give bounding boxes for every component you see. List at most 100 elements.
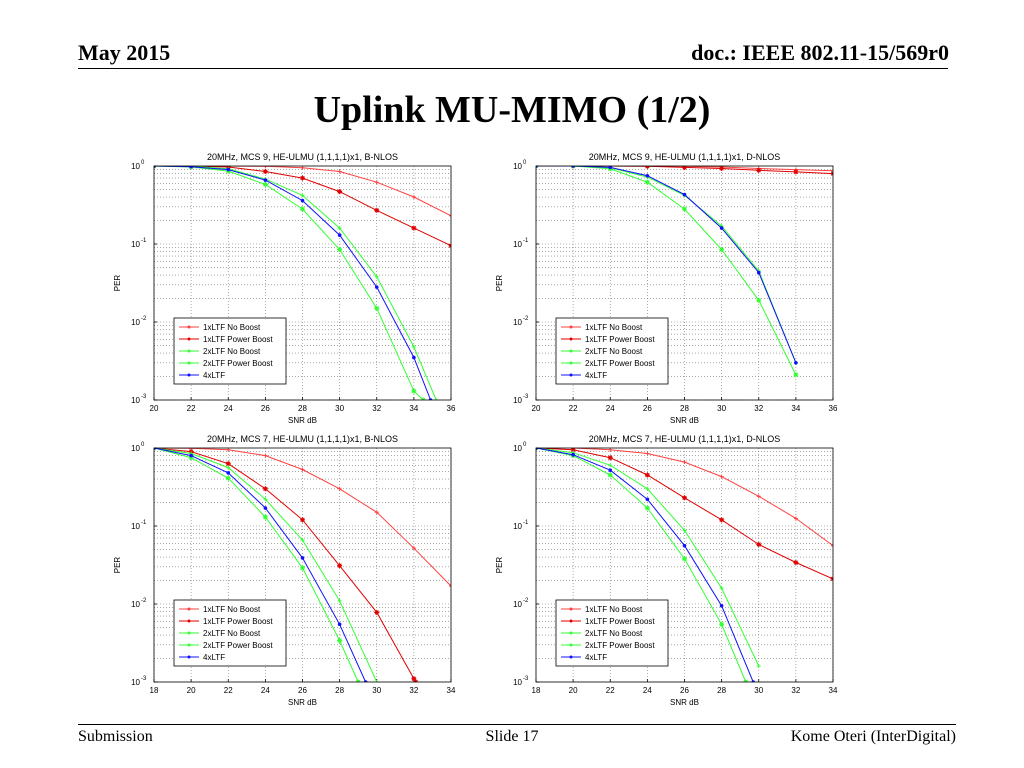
data-point [607, 472, 613, 478]
legend: 1xLTF No Boost 1xLTF Power Boost 2xLTF No … [555, 317, 669, 385]
x-tick-label: 20 [569, 686, 578, 695]
data-point [225, 461, 231, 467]
data-point [644, 505, 650, 511]
legend-marker [187, 655, 191, 659]
legend-marker [187, 643, 191, 647]
data-point [719, 226, 724, 230]
data-point [300, 166, 305, 170]
axes-frame [535, 447, 834, 683]
y-tick-exponent: 0 [523, 442, 527, 448]
y-tick-label: 10 [131, 240, 140, 249]
footer-submission: Submission [78, 728, 153, 745]
data-point [682, 543, 687, 548]
header-doc-number: doc.: IEEE 802.11-15/569r0 [691, 40, 949, 65]
y-tick-label: 10 [513, 318, 522, 327]
data-point [719, 621, 725, 627]
x-tick-label: 22 [187, 404, 196, 413]
legend-marker [187, 361, 191, 365]
y-tick-exponent: -1 [141, 238, 147, 244]
data-point [449, 584, 451, 589]
x-tick-label: 24 [606, 404, 615, 413]
data-point [300, 206, 305, 212]
legend-label: 1xLTF Power Boost [203, 335, 273, 344]
legend: 1xLTF No Boost 1xLTF Power Boost 2xLTF No … [555, 599, 669, 667]
x-tick-label: 18 [150, 686, 159, 695]
y-axis-label: PER [113, 275, 122, 292]
data-point [682, 206, 687, 212]
data-point [411, 388, 417, 394]
chart-mcs7-bnlos: 20MHz, MCS 7, HE-ULMU (1,1,1,1)x1, B-NLO… [113, 434, 456, 707]
data-point [300, 565, 305, 571]
x-tick-label: 34 [447, 686, 456, 695]
data-point [645, 497, 650, 502]
data-point [434, 398, 439, 400]
y-tick-exponent: -3 [141, 676, 147, 682]
y-tick-exponent: -2 [141, 316, 147, 322]
data-point [536, 166, 538, 168]
x-tick-label: 26 [680, 686, 689, 695]
data-point [374, 274, 379, 279]
legend-label: 1xLTF Power Boost [585, 617, 655, 626]
legend-marker [187, 325, 191, 329]
data-point [337, 638, 343, 644]
legend-label: 1xLTF No Boost [585, 605, 643, 614]
x-tick-label: 34 [791, 404, 800, 413]
footer-author: Kome Oteri (InterDigital) [790, 728, 956, 745]
footer-slide-number: Slide 17 [485, 728, 539, 745]
legend-marker [187, 349, 191, 353]
x-tick-label: 20 [187, 686, 196, 695]
y-tick-exponent: -2 [141, 598, 147, 604]
legend-marker [569, 337, 573, 341]
legend-label: 1xLTF Power Boost [203, 617, 273, 626]
y-axis-label: PER [113, 557, 122, 574]
chart-mcs7-dnlos: 20MHz, MCS 7, HE-ULMU (1,1,1,1)x1, D-NLO… [495, 434, 838, 707]
data-point [374, 180, 379, 185]
legend: 1xLTF No Boost 1xLTF Power Boost 2xLTF No … [173, 599, 287, 667]
data-point [300, 175, 305, 181]
data-point [719, 247, 725, 253]
data-point [644, 179, 650, 185]
data-point [751, 680, 755, 682]
x-axis-label: SNR dB [288, 698, 317, 707]
legend-label: 4xLTF [203, 653, 225, 662]
y-tick-label: 10 [131, 444, 140, 453]
x-tick-label: 22 [224, 686, 233, 695]
y-tick-label: 10 [513, 678, 522, 687]
data-point [363, 680, 368, 682]
legend-marker [187, 337, 191, 341]
data-point [300, 556, 305, 560]
data-point [226, 167, 231, 172]
data-point [337, 622, 342, 627]
y-tick-exponent: -1 [141, 520, 147, 526]
data-point [719, 517, 725, 523]
legend-label: 2xLTF Power Boost [203, 359, 273, 368]
data-point [154, 166, 156, 168]
data-point [337, 598, 342, 603]
y-tick-exponent: 0 [523, 160, 527, 166]
legend-label: 1xLTF Power Boost [585, 335, 655, 344]
chart-mcs9-dnlos: 20MHz, MCS 9, HE-ULMU (1,1,1,1)x1, D-NLO… [495, 152, 838, 425]
data-point [571, 166, 575, 168]
legend-label: 2xLTF Power Boost [585, 641, 655, 650]
x-tick-label: 20 [150, 404, 159, 413]
chart-mcs9-bnlos: 20MHz, MCS 9, HE-ULMU (1,1,1,1)x1, B-NLO… [113, 152, 456, 425]
legend-label: 4xLTF [585, 653, 607, 662]
x-tick-label: 24 [643, 686, 652, 695]
legend-label: 4xLTF [203, 371, 225, 380]
data-point [337, 247, 343, 253]
x-axis-label: SNR dB [670, 416, 699, 425]
legend-label: 2xLTF No Boost [203, 347, 261, 356]
data-point [374, 207, 380, 213]
y-tick-label: 10 [513, 162, 522, 171]
chart-title: 20MHz, MCS 7, HE-ULMU (1,1,1,1)x1, B-NLO… [207, 434, 398, 444]
data-point [189, 453, 193, 458]
x-tick-label: 36 [447, 404, 456, 413]
data-point [756, 297, 762, 303]
data-point [300, 517, 305, 523]
x-tick-label: 28 [335, 686, 344, 695]
data-point [682, 166, 687, 170]
data-point [645, 486, 650, 491]
legend-label: 2xLTF Power Boost [203, 641, 273, 650]
data-point [682, 556, 687, 562]
y-tick-label: 10 [131, 678, 140, 687]
